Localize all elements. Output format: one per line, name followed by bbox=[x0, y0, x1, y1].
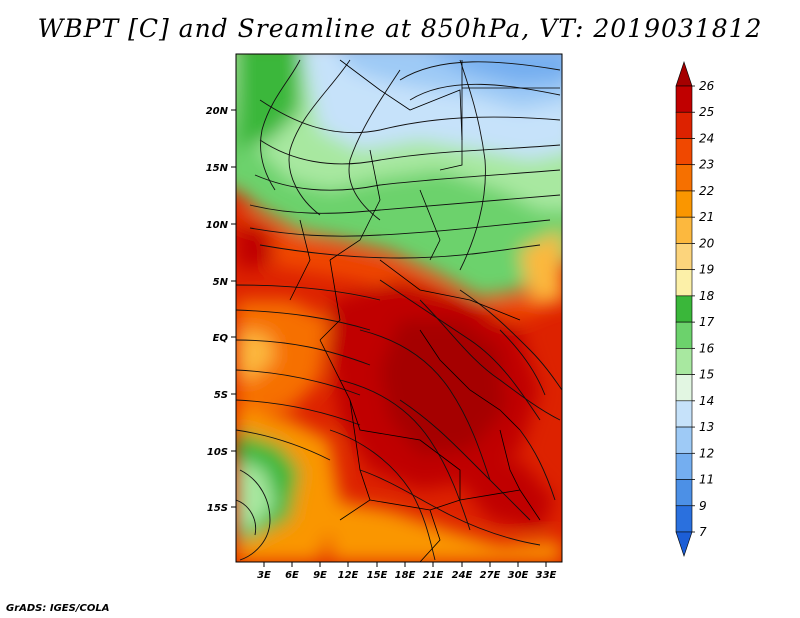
lon-label-18e: 18E bbox=[395, 570, 416, 581]
lon-label-30e: 30E bbox=[508, 570, 529, 581]
colorbar-swatch bbox=[675, 295, 693, 323]
lon-label-21e: 21E bbox=[423, 570, 444, 581]
lon-label-3e: 3E bbox=[257, 570, 271, 581]
colorbar-swatch bbox=[675, 374, 693, 402]
colorbar-swatch bbox=[675, 138, 693, 166]
lat-label-eq: EQ bbox=[213, 333, 229, 344]
colorbar-label: 16 bbox=[699, 341, 715, 355]
colorbar-swatch bbox=[675, 452, 693, 480]
lat-label-15n: 15N bbox=[206, 163, 229, 174]
colorbar: 26 25 24 23 22 21 20 19 18 17 16 15 14 13 12 11 9 7 bbox=[675, 61, 715, 557]
colorbar-label: 7 bbox=[699, 525, 707, 539]
lon-axis bbox=[263, 562, 547, 567]
colorbar-swatch bbox=[675, 190, 693, 218]
lon-label-27e: 27E bbox=[480, 570, 501, 581]
lon-label-9e: 9E bbox=[313, 570, 327, 581]
lon-label-33e: 33E bbox=[536, 570, 557, 581]
country-borders bbox=[289, 59, 560, 562]
lon-label-15e: 15E bbox=[367, 570, 388, 581]
colorbar-swatch bbox=[675, 479, 693, 507]
lon-label-12e: 12E bbox=[338, 570, 359, 581]
colorbar-label: 25 bbox=[699, 105, 714, 119]
colorbar-swatch bbox=[675, 531, 693, 557]
map-frame bbox=[235, 53, 563, 563]
chart-title: WBPT [C] and Sreamline at 850hPa, VT: 20… bbox=[37, 14, 763, 43]
colorbar-swatch bbox=[675, 321, 693, 349]
colorbar-swatch bbox=[675, 426, 693, 454]
colorbar-label: 11 bbox=[699, 473, 714, 487]
lat-label-5s: 5S bbox=[214, 390, 228, 401]
colorbar-label: 14 bbox=[699, 394, 714, 408]
colorbar-label: 19 bbox=[699, 263, 714, 277]
streamlines bbox=[236, 59, 562, 561]
lon-label-6e: 6E bbox=[285, 570, 299, 581]
colorbar-label: 22 bbox=[699, 184, 714, 198]
colorbar-label: 26 bbox=[699, 79, 715, 93]
colorbar-label: 23 bbox=[699, 158, 714, 172]
lat-label-15s: 15S bbox=[207, 503, 228, 514]
colorbar-label: 24 bbox=[699, 131, 714, 145]
lon-label-24e: 24E bbox=[452, 570, 473, 581]
colorbar-label: 12 bbox=[699, 446, 714, 460]
colorbar-swatch bbox=[675, 505, 693, 533]
colorbar-label: 13 bbox=[699, 420, 714, 434]
lat-label-10n: 10N bbox=[206, 220, 229, 231]
colorbar-swatch bbox=[675, 348, 693, 375]
colorbar-label: 17 bbox=[699, 315, 715, 329]
lat-label-10s: 10S bbox=[207, 447, 228, 458]
colorbar-label: 15 bbox=[699, 368, 714, 382]
lat-label-20n: 20N bbox=[206, 106, 229, 117]
colorbar-label: 21 bbox=[699, 210, 714, 224]
lat-label-5n: 5N bbox=[213, 277, 229, 288]
colorbar-swatch bbox=[675, 243, 693, 270]
colorbar-label: 20 bbox=[699, 236, 715, 250]
colorbar-swatch bbox=[675, 85, 693, 113]
colorbar-swatch bbox=[675, 111, 693, 139]
lat-axis bbox=[231, 109, 236, 508]
colorbar-swatch bbox=[675, 269, 693, 297]
grads-credit: GrADS: IGES/COLA bbox=[6, 603, 110, 614]
colorbar-swatch bbox=[675, 164, 693, 192]
colorbar-label: 9 bbox=[699, 499, 707, 513]
colorbar-swatch bbox=[675, 400, 693, 428]
wbpt-field bbox=[236, 54, 562, 562]
colorbar-label: 18 bbox=[699, 289, 715, 303]
colorbar-swatch bbox=[675, 61, 693, 87]
colorbar-swatch bbox=[675, 216, 693, 244]
